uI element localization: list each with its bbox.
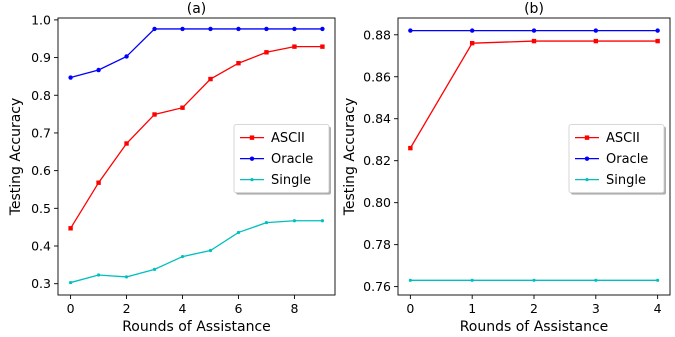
y-tick-label: 0.4	[31, 239, 51, 254]
series-line-ascii	[70, 45, 323, 229]
plot-frame	[57, 17, 336, 296]
series-line-single	[70, 220, 323, 284]
data-point-single	[320, 219, 325, 223]
data-point-single	[68, 280, 73, 285]
data-point-single	[656, 278, 660, 282]
y-tick-label: 0.9	[31, 50, 51, 65]
data-point-oracle	[593, 28, 599, 33]
legend-marker-ascii	[584, 135, 590, 140]
data-point-single	[236, 230, 241, 235]
data-point-oracle	[469, 28, 475, 33]
data-point-ascii	[264, 50, 269, 55]
y-tick-label: 0.84	[363, 111, 391, 126]
data-point-oracle	[655, 28, 660, 33]
data-point-ascii	[236, 61, 241, 66]
y-tick-label: 0.80	[363, 195, 391, 210]
y-tick-label: 0.86	[363, 69, 391, 84]
y-axis-label: Testing Accuracy	[342, 98, 358, 217]
data-point-ascii	[124, 141, 129, 146]
data-point-ascii	[531, 38, 537, 44]
legend-marker-ascii	[249, 135, 255, 140]
data-point-oracle	[96, 67, 101, 73]
legend-box	[233, 124, 330, 194]
x-axis-label: Rounds of Assistance	[460, 319, 609, 335]
x-tick-label: 0	[67, 301, 75, 316]
data-point-ascii	[655, 38, 660, 44]
series-line-oracle	[70, 28, 323, 79]
x-axis-label: Rounds of Assistance	[122, 319, 271, 335]
data-point-single	[408, 278, 412, 282]
x-tick-label: 2	[123, 301, 131, 316]
data-point-single	[292, 219, 297, 223]
x-tick-label: 1	[468, 301, 476, 316]
x-tick-label: 3	[592, 301, 600, 316]
y-tick-label: 0.7	[31, 125, 51, 140]
chart-title: (b)	[524, 1, 544, 17]
legend-label-ascii: ASCII	[606, 131, 640, 146]
data-point-single	[264, 221, 269, 225]
data-point-oracle	[68, 75, 73, 80]
data-point-oracle	[531, 28, 537, 33]
y-tick-label: 0.88	[363, 27, 391, 42]
x-tick-label: 4	[654, 301, 662, 316]
x-tick-label: 4	[179, 301, 187, 316]
data-point-single	[594, 278, 598, 282]
data-point-ascii	[320, 44, 325, 49]
y-axis-label: Testing Accuracy	[8, 98, 24, 217]
data-point-oracle	[408, 28, 413, 33]
data-point-ascii	[593, 38, 599, 44]
legend-label-single: Single	[271, 173, 311, 188]
chart-panel-a: 0 2 4 6 8 0.3 0.4 0.5 0.6 0.7 0.8 0.9 1.0 (a) Rounds o…	[8, 1, 336, 335]
legend-marker-single	[585, 178, 589, 182]
legend-marker-single	[250, 178, 254, 182]
y-tick-label: 0.5	[31, 201, 51, 216]
legend: ASCII Oracle Single	[568, 124, 666, 195]
legend-marker-oracle	[584, 156, 590, 161]
x-tick-label: 6	[234, 301, 242, 316]
data-point-oracle	[236, 26, 241, 32]
x-tick-label: 0	[406, 301, 414, 316]
x-tick-label: 2	[530, 301, 538, 316]
data-point-single	[96, 273, 101, 277]
data-point-ascii	[68, 226, 73, 231]
data-point-oracle	[180, 26, 185, 32]
data-point-single	[180, 254, 185, 259]
data-point-ascii	[180, 105, 185, 110]
data-point-single	[124, 275, 129, 279]
y-tick-label: 0.3	[31, 276, 51, 291]
data-point-single	[532, 278, 536, 282]
data-point-ascii	[152, 112, 157, 117]
legend-label-single: Single	[606, 173, 646, 188]
y-tick-label: 1.0	[31, 12, 51, 27]
x-tick-label: 8	[290, 301, 298, 316]
data-point-ascii	[208, 76, 213, 82]
data-point-single	[152, 267, 157, 271]
y-tick-label: 0.76	[363, 279, 391, 294]
data-point-ascii	[469, 40, 475, 46]
data-point-single	[208, 248, 213, 253]
data-point-ascii	[292, 44, 297, 49]
data-point-ascii	[408, 145, 413, 151]
legend-box	[568, 124, 665, 194]
chart-panel-b: 0 1 2 3 4 0.76 0.78 0.80 0.82 0.84 0.86 0.88 (b) Roun…	[342, 1, 671, 335]
legend-label-oracle: Oracle	[606, 152, 648, 167]
legend-label-ascii: ASCII	[271, 131, 305, 146]
data-point-oracle	[292, 26, 297, 32]
data-point-oracle	[264, 26, 269, 32]
data-point-single	[470, 278, 474, 282]
legend-label-oracle: Oracle	[271, 152, 313, 167]
chart-title: (a)	[187, 1, 207, 17]
y-tick-label: 0.82	[363, 153, 391, 168]
legend-marker-oracle	[249, 156, 255, 161]
legend: ASCII Oracle Single	[233, 124, 331, 195]
data-point-oracle	[152, 26, 157, 32]
y-tick-label: 0.8	[31, 88, 51, 103]
data-point-oracle	[320, 26, 325, 32]
data-point-oracle	[124, 54, 129, 59]
data-point-oracle	[208, 26, 213, 32]
y-tick-label: 0.6	[31, 163, 51, 178]
y-tick-label: 0.78	[363, 237, 391, 252]
data-point-ascii	[96, 180, 101, 185]
